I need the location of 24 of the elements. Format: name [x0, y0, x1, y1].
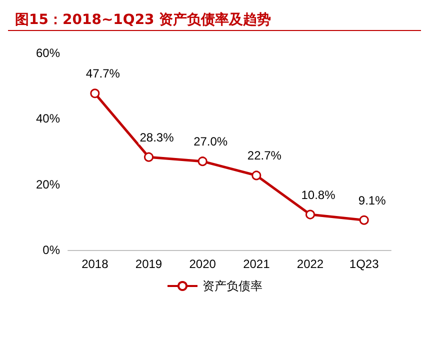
- data-label: 28.3%: [140, 130, 174, 144]
- point: [144, 152, 154, 162]
- x-tick-label: 2020: [189, 257, 216, 271]
- y-tick-label: 40%: [36, 112, 60, 126]
- data-label: 22.7%: [247, 148, 282, 163]
- data-label: 27.0%: [194, 134, 228, 149]
- x-tick-label: 1Q23: [349, 257, 380, 271]
- point: [198, 156, 208, 166]
- data-label: 9.1%: [358, 193, 386, 208]
- chart-title: 图15：2018~1Q23 资产负债率及趋势: [15, 11, 272, 28]
- data-label: 47.7%: [86, 66, 120, 81]
- point: [90, 88, 100, 98]
- point: [306, 210, 315, 220]
- y-tick-label: 0%: [42, 243, 60, 257]
- x-tick-label: 2022: [296, 257, 324, 271]
- y-tick-label: 20%: [36, 177, 60, 192]
- data-label: 10.8%: [301, 188, 336, 202]
- x-tick-label: 2021: [243, 257, 270, 271]
- x-tick-label: 2019: [135, 257, 162, 271]
- point: [252, 170, 262, 180]
- point: [359, 215, 369, 225]
- y-tick-label: 60%: [36, 46, 60, 60]
- legend-label: 资产负债率: [202, 279, 262, 293]
- x-tick-label: 2018: [82, 257, 109, 271]
